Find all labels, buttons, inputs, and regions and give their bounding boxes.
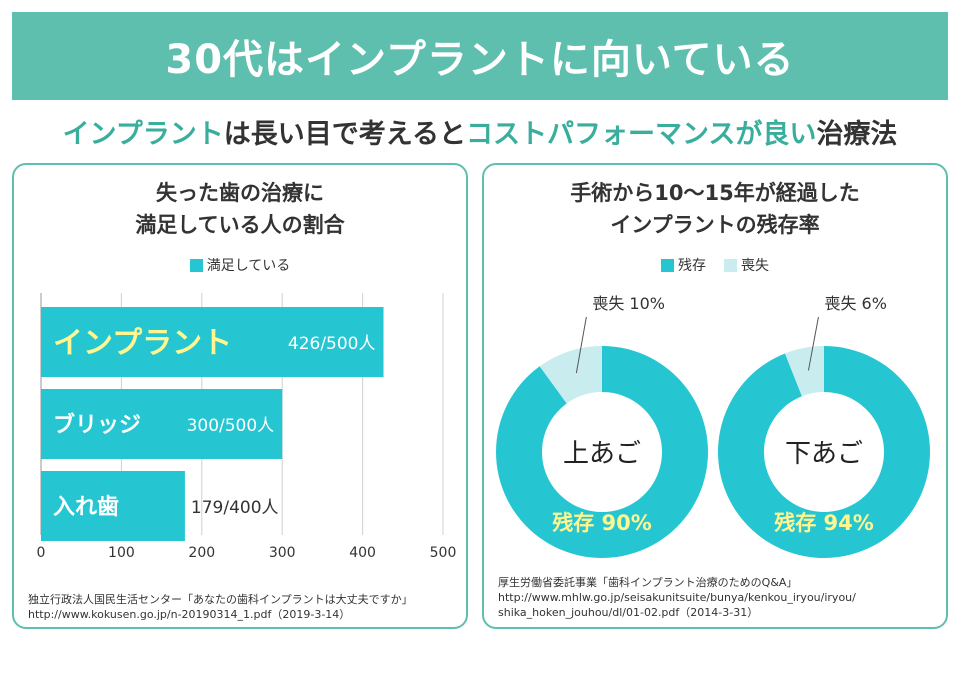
- page-title-banner: 30代はインプラントに向いている: [12, 12, 948, 100]
- legend-label-loss: 喪失: [741, 258, 769, 274]
- donut-survival-label: 残存 90%: [552, 511, 652, 535]
- bar-category-label: インプラント: [53, 326, 232, 361]
- donut-loss-label: 喪失 6%: [824, 294, 886, 313]
- bar-1: [41, 389, 283, 459]
- subtitle-highlight-1: インプラント: [62, 119, 224, 150]
- legend-swatch-survival: [661, 258, 674, 272]
- donut-survival-label: 残存 94%: [774, 511, 874, 535]
- legend-label-survival: 残存: [678, 258, 706, 274]
- bar-value-label: 179/400人: [191, 498, 279, 518]
- legend-item-survival: 残存: [661, 255, 706, 275]
- x-tick-label: 0: [37, 545, 46, 561]
- x-tick-label: 200: [188, 545, 215, 561]
- donut-loss-leader-line: [575, 316, 587, 374]
- survival-source: 厚生労働省委託事業「歯科インプラント治療のためのQ&A」 http://www.…: [498, 575, 856, 620]
- bar-category-label: ブリッジ: [53, 412, 141, 438]
- donut-loss-leader-line: [807, 316, 819, 371]
- x-tick-label: 100: [108, 545, 135, 561]
- satisfaction-source: 独立行政法人国民生活センター「あなたの歯科インプラントは大丈夫ですか」 http…: [28, 592, 413, 622]
- page-subtitle: インプラントは長い目で考えるとコストパフォーマンスが良い治療法: [0, 112, 960, 151]
- survival-source-line3: shika_hoken_jouhou/dl/01-02.pdf（2014-3-3…: [498, 606, 759, 619]
- bar-2: [41, 471, 185, 541]
- subtitle-text-2: 治療法: [816, 119, 898, 150]
- bar-value-label: 300/500人: [187, 416, 275, 436]
- bar-category-label: 入れ歯: [53, 494, 119, 520]
- donut-center-label: 上あご: [563, 439, 641, 469]
- satisfaction-legend: 満足している: [14, 255, 466, 275]
- legend-label-satisfied: 満足している: [206, 258, 291, 274]
- legend-item-satisfied: 満足している: [189, 255, 291, 275]
- bar-0: [41, 307, 384, 377]
- subtitle-highlight-2: コストパフォーマンスが良い: [465, 119, 817, 150]
- donut-center-label: 下あご: [785, 439, 863, 469]
- survival-legend: 残存 喪失: [484, 255, 946, 275]
- bar-value-label: 426/500人: [288, 334, 376, 354]
- satisfaction-panel: 失った歯の治療に 満足している人の割合 満足している 0 100 200 300 400…: [12, 163, 468, 629]
- survival-source-line2: http://www.mhlw.go.jp/seisakunitsuite/bu…: [498, 591, 856, 604]
- donut-slice-loss: [539, 346, 602, 404]
- survival-source-line1: 厚生労働省委託事業「歯科インプラント治療のためのQ&A」: [498, 576, 798, 589]
- x-tick-label: 400: [349, 545, 376, 561]
- subtitle-text-1: は長い目で考えると: [223, 119, 466, 150]
- donut-loss-label: 喪失 10%: [592, 294, 665, 313]
- donut-slice-loss: [784, 346, 824, 397]
- x-tick-label: 500: [430, 545, 457, 561]
- donut-slice-survival: [718, 346, 930, 558]
- satisfaction-title-line1: 失った歯の治療に: [156, 181, 324, 205]
- survival-title-line1: 手術から10〜15年が経過した: [570, 181, 860, 205]
- donut-slice-survival: [496, 346, 708, 558]
- x-tick-label: 300: [269, 545, 296, 561]
- satisfaction-source-line1: 独立行政法人国民生活センター「あなたの歯科インプラントは大丈夫ですか」: [28, 593, 413, 606]
- legend-item-loss: 喪失: [724, 255, 769, 275]
- legend-swatch-loss: [724, 258, 737, 272]
- satisfaction-source-line2: http://www.kokusen.go.jp/n-20190314_1.pd…: [28, 608, 351, 621]
- page-title: 30代はインプラントに向いている: [165, 37, 795, 83]
- survival-panel: 手術から10〜15年が経過した インプラントの残存率 残存 喪失 上あご残存 9…: [482, 163, 948, 629]
- satisfaction-title-line2: 満足している人の割合: [135, 213, 345, 237]
- survival-title-line2: インプラントの残存率: [610, 213, 820, 237]
- legend-swatch-satisfied: [189, 258, 203, 272]
